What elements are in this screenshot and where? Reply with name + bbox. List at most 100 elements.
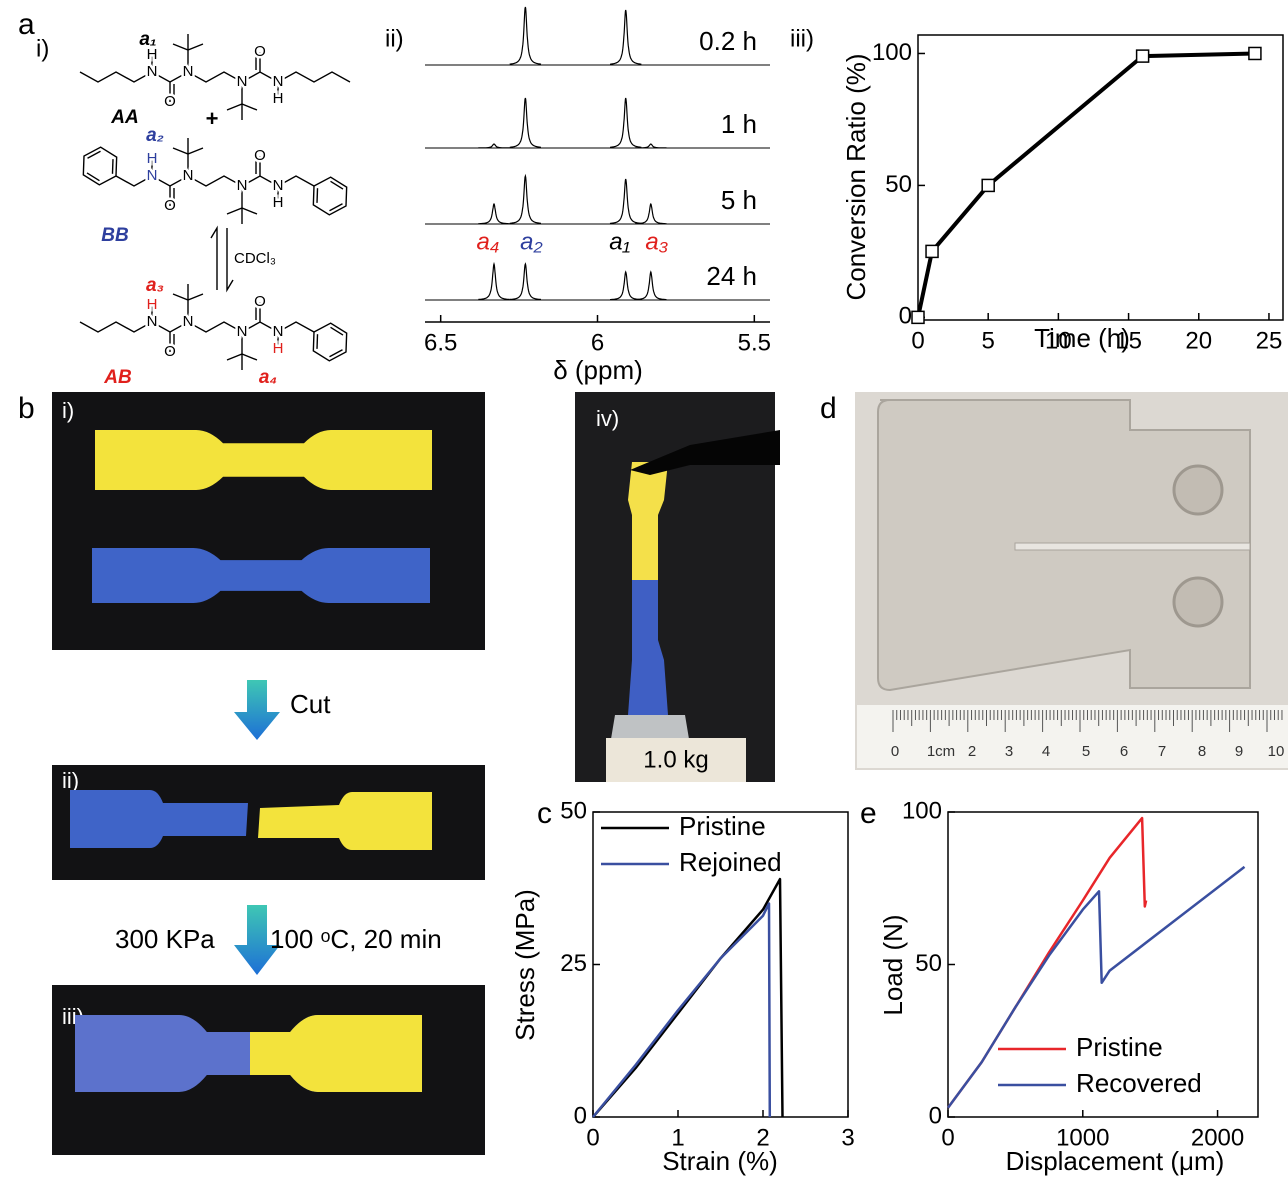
peak bbox=[510, 264, 541, 300]
sub-label: iv) bbox=[596, 406, 619, 431]
atom-label: N bbox=[237, 177, 248, 194]
x-tick-label: 2000 bbox=[1191, 1124, 1244, 1151]
plot-frame bbox=[918, 35, 1283, 320]
hole bbox=[1174, 578, 1222, 626]
ruler-number: 5 bbox=[1082, 743, 1090, 760]
bond bbox=[331, 181, 343, 189]
x-tick-label: 1000 bbox=[1056, 1124, 1109, 1151]
y-tick-label: 50 bbox=[560, 797, 587, 824]
y-tick-label: 50 bbox=[915, 950, 942, 977]
bond bbox=[152, 176, 278, 186]
peak bbox=[510, 98, 541, 147]
y-axis-label: Load (N) bbox=[878, 914, 908, 1015]
marker bbox=[1137, 50, 1149, 62]
bond bbox=[317, 334, 318, 349]
peak bbox=[635, 144, 666, 148]
bond bbox=[317, 188, 318, 203]
y-tick-label: 0 bbox=[929, 1102, 942, 1129]
ruler-number: 6 bbox=[1120, 743, 1128, 760]
bond bbox=[80, 322, 152, 332]
peak bbox=[478, 264, 509, 300]
bond bbox=[112, 159, 113, 174]
x-axis-label: δ (ppm) bbox=[553, 355, 643, 385]
page: { "panel_labels": {"a": "a", "b": "b", "… bbox=[0, 0, 1288, 1183]
atom-label: N bbox=[147, 313, 158, 330]
sub-label: i) bbox=[62, 398, 74, 423]
panel-label: c bbox=[537, 797, 552, 830]
x-tick-label: 0 bbox=[911, 327, 924, 354]
weight-label: 1.0 kg bbox=[643, 746, 708, 773]
atom-label: N bbox=[273, 177, 284, 194]
marker bbox=[926, 245, 938, 257]
sub-label: ii) bbox=[385, 25, 404, 52]
arrow bbox=[234, 680, 280, 740]
step-label: Cut bbox=[290, 689, 331, 719]
site-label: a₂ bbox=[146, 125, 164, 146]
sub-label: i) bbox=[36, 35, 49, 62]
bond bbox=[152, 322, 278, 332]
notch bbox=[1015, 543, 1250, 550]
atom-label: H bbox=[147, 296, 158, 313]
x-tick-label: 5 bbox=[982, 327, 995, 354]
y-axis-label: Stress (MPa) bbox=[510, 889, 540, 1041]
y-tick-label: 25 bbox=[560, 950, 587, 977]
peak bbox=[510, 7, 541, 64]
bond bbox=[87, 173, 99, 181]
legend-label: Recovered bbox=[1076, 1068, 1202, 1098]
ruler-number: 3 bbox=[1005, 743, 1013, 760]
data-line bbox=[948, 818, 1146, 1108]
atom-label: O bbox=[254, 293, 266, 310]
atom-label: N bbox=[147, 63, 158, 80]
bond bbox=[313, 177, 346, 215]
bond bbox=[278, 72, 350, 82]
peak-label: a₂ bbox=[520, 228, 543, 255]
molecule-name: AB bbox=[103, 367, 132, 388]
ruler-number: 2 bbox=[968, 743, 976, 760]
atom-label: N bbox=[273, 323, 284, 340]
atom-label: O bbox=[164, 197, 176, 214]
ruler-number: 8 bbox=[1198, 743, 1206, 760]
x-tick-label: 5.5 bbox=[738, 329, 771, 356]
atom-label: H bbox=[273, 194, 284, 211]
site-label: a₄ bbox=[259, 367, 277, 388]
legend-label: Pristine bbox=[1076, 1032, 1163, 1062]
x-tick-label: 6.5 bbox=[424, 329, 457, 356]
atom-label: H bbox=[273, 340, 284, 357]
step-label: 300 KPa bbox=[115, 924, 215, 954]
x-tick-label: 3 bbox=[841, 1124, 854, 1151]
peak bbox=[478, 204, 509, 224]
molecule-name: BB bbox=[101, 225, 129, 246]
spectrum-label: 24 h bbox=[706, 261, 757, 291]
atom-label: O bbox=[254, 147, 266, 164]
x-tick-label: 0 bbox=[941, 1124, 954, 1151]
sub-label: iii) bbox=[790, 25, 814, 52]
spectrum-label: 0.2 h bbox=[699, 26, 757, 56]
ruler-number: 10 bbox=[1268, 743, 1285, 760]
y-tick-label: 0 bbox=[899, 303, 912, 330]
marker bbox=[982, 179, 994, 191]
ruler-number: 4 bbox=[1042, 743, 1050, 760]
panel-label: e bbox=[860, 797, 877, 830]
sub-label: ii) bbox=[62, 768, 79, 793]
spectrum-label: 5 h bbox=[721, 185, 757, 215]
x-tick-label: 0 bbox=[586, 1124, 599, 1151]
data-line bbox=[918, 54, 1255, 318]
bond bbox=[313, 323, 346, 361]
plus: + bbox=[206, 106, 219, 131]
atom-label: N bbox=[237, 73, 248, 90]
atom-label: O bbox=[164, 93, 176, 110]
ruler-number: 0 bbox=[891, 743, 899, 760]
y-tick-label: 100 bbox=[872, 39, 912, 66]
y-tick-label: 0 bbox=[574, 1102, 587, 1129]
peak-label: a₃ bbox=[645, 228, 668, 255]
panel-label: b bbox=[18, 392, 35, 425]
ruler-number: 7 bbox=[1158, 743, 1166, 760]
legend-label: Rejoined bbox=[679, 847, 782, 877]
atom-label: N bbox=[183, 63, 194, 80]
bond bbox=[331, 327, 343, 335]
atom-label: O bbox=[254, 43, 266, 60]
x-tick-label: 15 bbox=[1115, 327, 1142, 354]
site-label: a₁ bbox=[139, 29, 156, 50]
marker bbox=[912, 311, 924, 323]
ruler-number: 9 bbox=[1235, 743, 1243, 760]
